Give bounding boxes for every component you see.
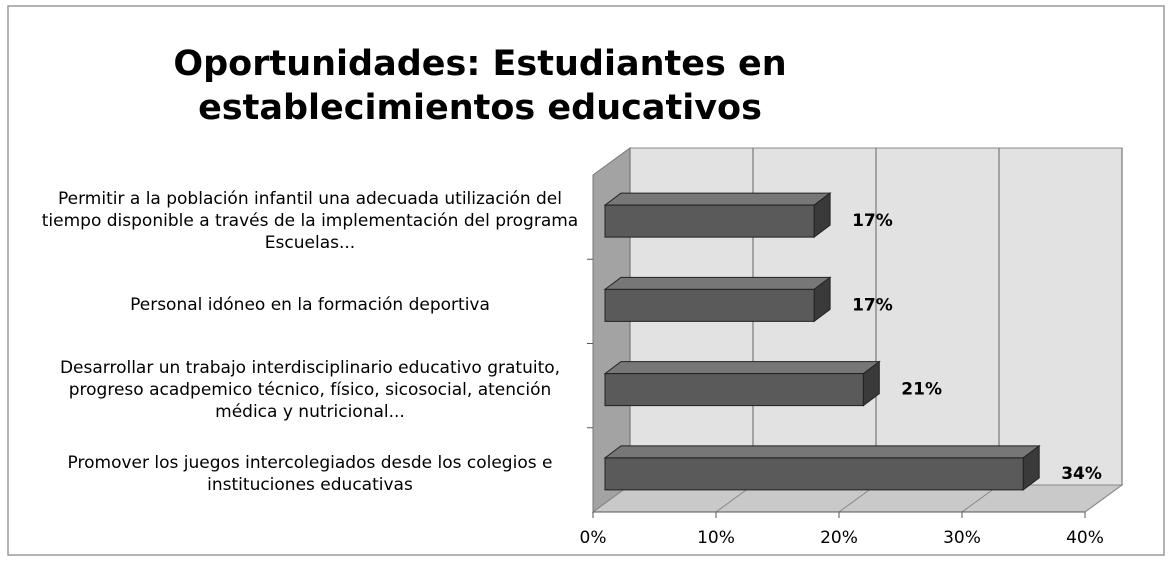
bar-top xyxy=(603,276,832,290)
data-label: 17% xyxy=(852,295,893,315)
bar xyxy=(604,373,864,407)
y-tick-label: Personal idóneo en la formación deportiv… xyxy=(130,295,490,316)
x-tick-label: 20% xyxy=(820,528,858,548)
bar xyxy=(604,288,815,322)
bar-top xyxy=(603,445,1041,459)
bar xyxy=(604,457,1024,491)
x-tick-label: 40% xyxy=(1066,528,1104,548)
x-tick-label: 30% xyxy=(943,528,981,548)
bar-top xyxy=(603,192,832,206)
x-tick-label: 10% xyxy=(697,528,735,548)
data-label: 17% xyxy=(852,211,893,231)
y-tick-label: Permitir a la población infantil una ade… xyxy=(41,189,579,254)
data-label: 34% xyxy=(1061,464,1102,484)
bar xyxy=(604,204,815,238)
chart-title: Oportunidades: Estudiantes en establecim… xyxy=(173,44,787,128)
x-tick-label: 0% xyxy=(580,528,607,548)
grid-line-floor xyxy=(1084,484,1123,513)
data-label: 21% xyxy=(901,380,942,400)
y-tick-label: Desarrollar un trabajo interdisciplinari… xyxy=(59,357,561,422)
y-tick-label: Promover los juegos intercolegiados desd… xyxy=(67,452,553,495)
bar-top xyxy=(603,361,881,375)
